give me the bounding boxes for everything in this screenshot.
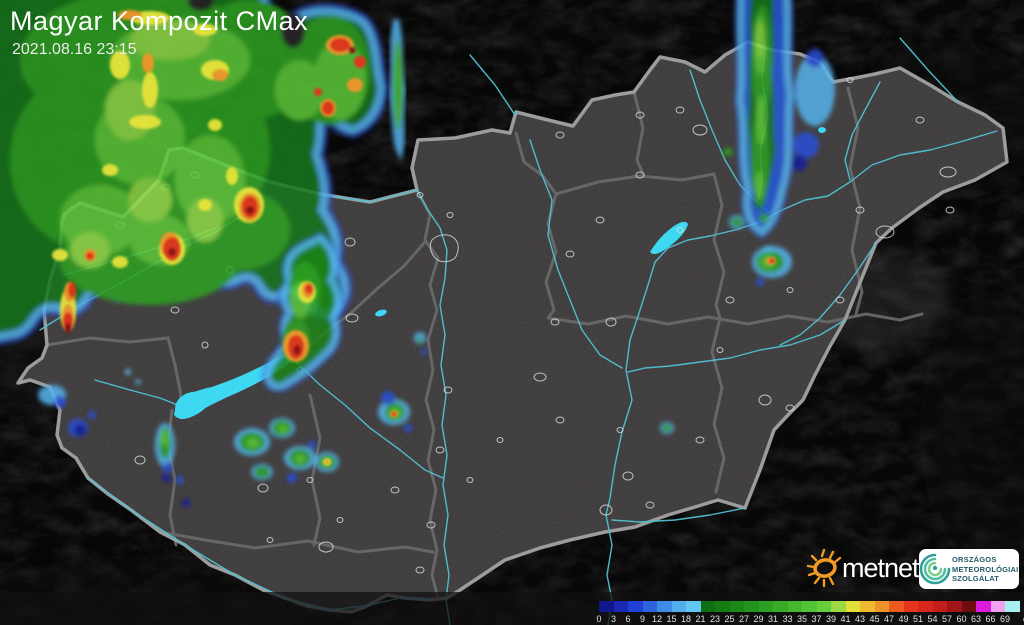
metnet-logo: metnet (806, 546, 920, 590)
timestamp: 2021.08.16 23:15 (12, 41, 137, 58)
legend-segment: 9 (640, 601, 657, 624)
legend-segment: 39 (826, 601, 846, 624)
legend-segment: 33 (782, 601, 802, 624)
legend-segment: 12 (652, 601, 672, 624)
radar-echo-layer (0, 0, 835, 507)
legend-segment: 18 (681, 601, 701, 624)
country-border (16, 40, 1009, 614)
legend-segment: 43 (855, 601, 875, 624)
legend-segment: 3 (611, 601, 628, 624)
lake-velence (375, 309, 387, 317)
legend-segment: 57 (942, 601, 962, 624)
legend-segment: 66 (985, 601, 1005, 624)
legend-segment: 0 (596, 601, 614, 624)
legend-segment: 6 (625, 601, 643, 624)
dbz-legend: 0 3 6 9 12 15 18 21 23 25 27 29 31 33 35 37 39 41 43 45 47 49… (596, 601, 1024, 625)
omsz-wordmark: ORSZÁGOS METEOROLÓGIAI SZOLGÁLAT (952, 555, 1019, 583)
omsz-spiral-icon (919, 553, 951, 585)
omsz-logo: ORSZÁGOS METEOROLÓGIAI SZOLGÁLAT (919, 549, 1019, 589)
legend-segment: 49 (898, 601, 918, 624)
legend-segment: 31 (768, 601, 788, 624)
legend-segment: 37 (811, 601, 831, 624)
legend-segment: 51 (913, 601, 933, 624)
legend-segment: 69 (1000, 601, 1020, 624)
legend-segment: 25 (724, 601, 744, 624)
legend-segment: 47 (884, 601, 904, 624)
legend-bar: 0 3 6 9 12 15 18 21 23 25 27 29 31 33 35 37 39 41 43 45 47 49… (596, 601, 1020, 624)
legend-segment: 23 (710, 601, 730, 624)
metnet-wordmark: metnet (842, 553, 920, 583)
legend-segment: 45 (869, 601, 889, 624)
legend-segment: 15 (666, 601, 686, 624)
legend-segment: 21 (695, 601, 715, 624)
legend-segment: 41 (840, 601, 860, 624)
legend-segment: 60 (956, 601, 976, 624)
legend-segment: 27 (739, 601, 759, 624)
sun-icon (806, 548, 842, 588)
legend-segment: 54 (927, 601, 947, 624)
town-budapest (429, 234, 459, 263)
lake-tisza (650, 221, 688, 255)
legend-segment: 63 (971, 601, 991, 624)
legend-segment: 29 (753, 601, 773, 624)
page-title: Magyar Kompozit CMax (10, 6, 309, 36)
legend-segment: 35 (797, 601, 817, 624)
